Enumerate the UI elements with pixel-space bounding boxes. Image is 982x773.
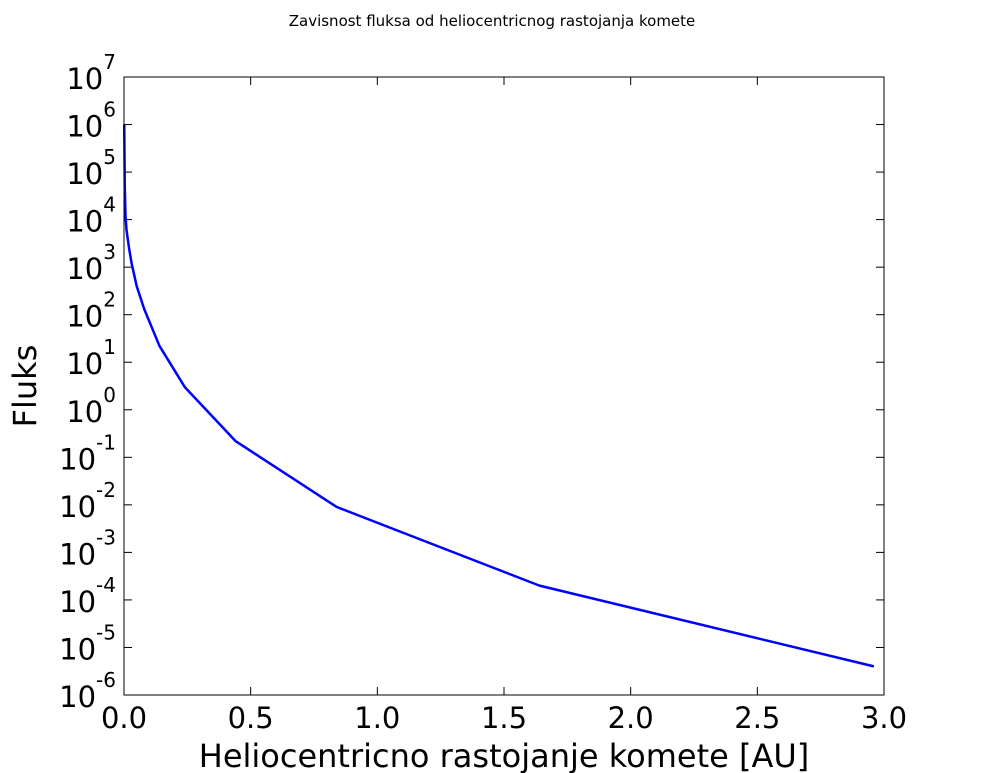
y-tick-base: 10 <box>66 395 103 429</box>
y-tick-exponent: 5 <box>103 145 116 169</box>
y-tick-base: 10 <box>59 632 96 666</box>
x-tick-label: 2.0 <box>608 701 654 735</box>
y-tick-base: 10 <box>66 157 103 191</box>
y-tick-label: 10-4 <box>59 573 116 619</box>
flux-series-line <box>123 124 875 668</box>
y-tick-label: 10-5 <box>59 620 116 666</box>
chart-title: Zavisnost fluksa od heliocentricnog rast… <box>289 12 696 30</box>
y-tick-label: 101 <box>66 335 116 381</box>
y-tick-base: 10 <box>59 680 96 714</box>
y-tick-label: 10-3 <box>59 525 116 571</box>
y-tick-base: 10 <box>59 490 96 524</box>
y-tick-label: 10-1 <box>59 430 116 476</box>
y-tick-label: 104 <box>66 193 116 239</box>
axis-ticks <box>123 76 885 696</box>
plot-frame <box>123 76 885 696</box>
y-tick-exponent: -3 <box>96 525 116 549</box>
y-tick-label: 10-6 <box>59 668 116 714</box>
y-tick-exponent: 7 <box>103 50 116 74</box>
y-tick-exponent: -4 <box>96 573 116 597</box>
y-tick-label: 105 <box>66 145 116 191</box>
x-tick-label: 0.5 <box>228 701 274 735</box>
y-tick-base: 10 <box>66 252 103 286</box>
y-tick-base: 10 <box>66 62 103 96</box>
y-tick-exponent: 1 <box>103 335 116 359</box>
x-tick-label: 0.0 <box>101 701 147 735</box>
y-tick-base: 10 <box>66 205 103 239</box>
y-tick-label: 106 <box>66 98 116 144</box>
y-tick-exponent: 0 <box>103 383 116 407</box>
y-tick-base: 10 <box>59 537 96 571</box>
y-tick-exponent: 6 <box>103 98 116 122</box>
y-tick-exponent: 3 <box>103 240 116 264</box>
x-tick-label: 2.5 <box>734 701 780 735</box>
y-tick-label: 103 <box>66 240 116 286</box>
y-tick-label: 100 <box>66 383 116 429</box>
y-tick-exponent: -2 <box>96 478 116 502</box>
x-tick-label: 3.0 <box>861 701 907 735</box>
y-tick-exponent: 2 <box>103 288 116 312</box>
y-tick-label: 102 <box>66 288 116 334</box>
x-tick-label: 1.0 <box>354 701 400 735</box>
x-axis-title: Heliocentricno rastojanje komete [AU] <box>199 737 810 773</box>
tick-labels: 0.0 0.5 1.0 1.5 2.0 2.5 3.010-610-510-410-310-… <box>59 50 907 735</box>
y-tick-base: 10 <box>59 585 96 619</box>
y-tick-exponent: -5 <box>96 620 116 644</box>
y-tick-base: 10 <box>66 110 103 144</box>
x-tick-label: 1.5 <box>481 701 527 735</box>
y-tick-base: 10 <box>66 347 103 381</box>
y-tick-exponent: 4 <box>103 193 116 217</box>
y-tick-base: 10 <box>59 442 96 476</box>
y-tick-label: 107 <box>66 50 116 96</box>
y-tick-label: 10-2 <box>59 478 116 524</box>
y-tick-exponent: -6 <box>96 668 116 692</box>
y-tick-base: 10 <box>66 300 103 334</box>
y-tick-exponent: -1 <box>96 430 116 454</box>
series-layer <box>123 124 875 668</box>
y-axis-title: Fluks <box>6 345 44 428</box>
